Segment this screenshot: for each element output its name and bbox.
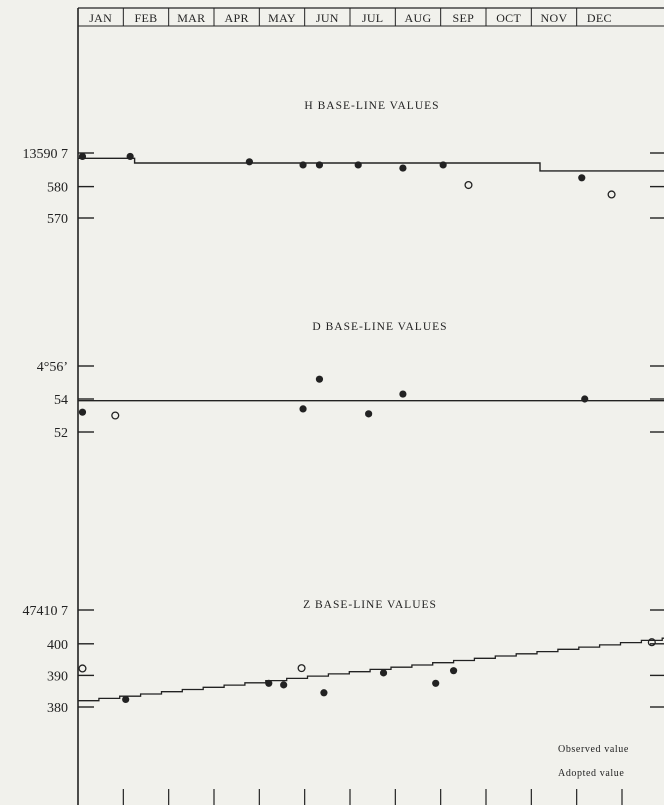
observed-point (365, 410, 373, 418)
panel-d: D BASE-LINE VALUES 4°56’ 54 52 (37, 321, 664, 441)
y-tick-label: 390 (47, 669, 68, 684)
observed-point (320, 689, 328, 697)
y-tick-label: 580 (47, 181, 68, 196)
observed-point-open (607, 190, 616, 199)
legend-entry-text: Observed value (558, 744, 629, 755)
observed-point (245, 158, 253, 166)
y-tick-label: 52 (54, 426, 68, 441)
observed-point-open (297, 664, 306, 673)
observed-point (449, 667, 458, 675)
observed-point (439, 161, 447, 169)
observed-point-open (464, 180, 473, 190)
month-label-oct: OCT (496, 11, 521, 25)
observed-point (126, 152, 134, 161)
observed-point-open (647, 638, 656, 647)
panel-title: D BASE-LINE VALUES (312, 321, 447, 333)
panel-title: Z BASE-LINE VALUES (303, 599, 437, 611)
y-tick-label: 570 (47, 212, 68, 227)
month-label-jan: JAN (89, 11, 112, 25)
observed-point (299, 161, 307, 169)
observed-point-open (78, 664, 87, 673)
month-label-jun: JUN (316, 11, 339, 25)
panel-z: Z BASE-LINE VALUES 47410 7 400 390 380 (23, 599, 664, 716)
y-tick-label: 4°56’ (37, 360, 68, 375)
month-label-feb: FEB (135, 11, 158, 25)
y-tick-label: 54 (54, 393, 68, 408)
y-tick-label: 47410 7 (23, 604, 69, 619)
month-label-nov: NOV (541, 11, 568, 25)
y-tick-label: 400 (47, 638, 68, 653)
observed-point-open (111, 411, 120, 420)
panel-h: H BASE-LINE VALUES 13590 7 580 570 (23, 100, 664, 227)
month-label-sep: SEP (453, 11, 475, 25)
month-label-apr: APR (225, 11, 249, 25)
y-tick-label: 13590 7 (23, 147, 69, 162)
month-label-mar: MAR (177, 11, 205, 25)
y-tick-label: 380 (47, 701, 68, 716)
month-label-aug: AUG (405, 11, 432, 25)
legend-entry-text: Adopted value (558, 768, 624, 779)
observed-point (581, 395, 589, 403)
observed-point (578, 174, 586, 182)
observed-point (399, 164, 407, 172)
observed-point (78, 152, 87, 161)
month-label-may: MAY (268, 11, 296, 25)
legend: Observed value Adopted value (558, 744, 629, 779)
observed-point (299, 405, 307, 413)
observed-point (122, 695, 130, 704)
adopted-value-line (78, 633, 664, 702)
observed-point (315, 161, 324, 169)
month-label-jul: JUL (362, 11, 384, 25)
observed-point (399, 390, 407, 398)
observed-point (354, 161, 362, 169)
observed-point (265, 679, 273, 687)
panel-title: H BASE-LINE VALUES (304, 100, 439, 112)
observed-point (78, 408, 87, 416)
month-label-dec: DEC (587, 11, 612, 25)
observed-point (379, 669, 388, 677)
observed-point (432, 679, 440, 687)
observed-point (280, 681, 288, 689)
observed-point (315, 375, 324, 383)
adopted-value-line (78, 157, 664, 172)
